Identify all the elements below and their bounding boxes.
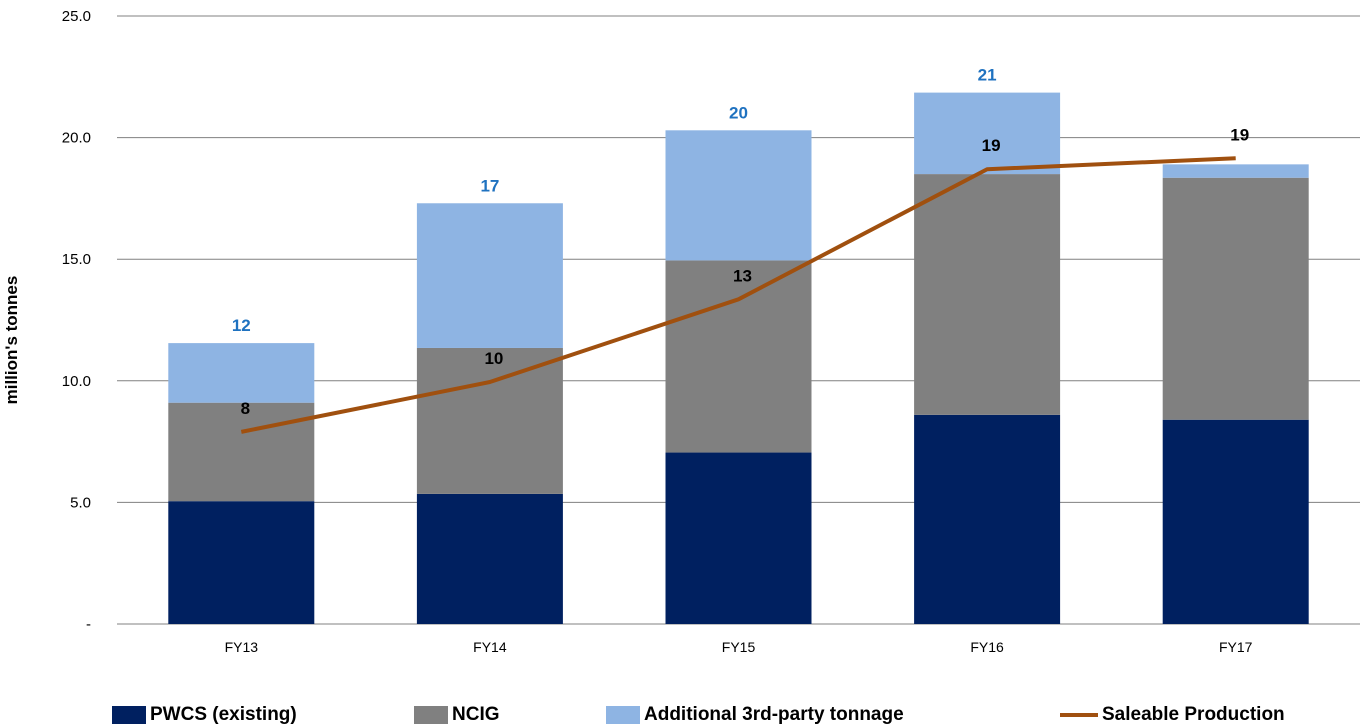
bar-total-label: 17 bbox=[480, 176, 499, 195]
legend-item-pwcs: PWCS (existing) bbox=[112, 703, 297, 727]
bar-segment bbox=[416, 347, 563, 494]
y-tick-label: - bbox=[86, 616, 91, 633]
x-tick-label: FY17 bbox=[1219, 639, 1253, 655]
bar-segment bbox=[1162, 164, 1309, 178]
legend-swatch-pwcs bbox=[112, 706, 146, 724]
bar-segment bbox=[914, 414, 1061, 624]
bar-segment bbox=[665, 130, 812, 261]
bar-segment bbox=[665, 452, 812, 624]
x-tick-label: FY15 bbox=[722, 639, 756, 655]
bar-segment bbox=[665, 260, 812, 453]
legend-label-pwcs: PWCS (existing) bbox=[150, 704, 297, 725]
bar-segment bbox=[914, 174, 1061, 415]
x-tick-label: FY13 bbox=[225, 639, 259, 655]
bar-total-label: 12 bbox=[232, 316, 251, 335]
bar-segment bbox=[914, 92, 1061, 175]
legend-swatch-ncig bbox=[414, 706, 448, 724]
bar-segment bbox=[416, 493, 563, 624]
legend-label-additional: Additional 3rd-party tonnage bbox=[644, 704, 904, 725]
y-tick-label: 15.0 bbox=[62, 251, 91, 268]
bar-segment bbox=[168, 343, 315, 403]
line-data-label: 19 bbox=[1230, 125, 1249, 144]
bar-segment bbox=[168, 402, 315, 502]
legend-item-ncig: NCIG bbox=[414, 703, 500, 727]
line-data-label: 19 bbox=[982, 136, 1001, 155]
y-tick-label: 25.0 bbox=[62, 8, 91, 25]
line-data-label: 10 bbox=[484, 349, 503, 368]
bar-segment bbox=[416, 203, 563, 348]
x-tick-label: FY16 bbox=[970, 639, 1004, 655]
x-tick-label: FY14 bbox=[473, 639, 507, 655]
y-tick-label: 20.0 bbox=[62, 130, 91, 147]
legend-label-ncig: NCIG bbox=[452, 704, 500, 725]
legend-item-additional: Additional 3rd-party tonnage bbox=[606, 703, 904, 727]
legend-swatch-saleable bbox=[1060, 713, 1098, 717]
y-axis-label: million's tonnes bbox=[2, 275, 21, 405]
y-tick-label: 10.0 bbox=[62, 373, 91, 390]
line-data-label: 13 bbox=[733, 266, 752, 285]
legend-item-saleable: Saleable Production bbox=[1060, 703, 1285, 727]
bar-segment bbox=[1162, 419, 1309, 624]
bar-segment bbox=[168, 501, 315, 624]
line-data-label: 8 bbox=[241, 399, 250, 418]
y-tick-label: 5.0 bbox=[70, 494, 91, 511]
bar-total-label: 20 bbox=[729, 103, 748, 122]
bar-total-label: 21 bbox=[978, 66, 997, 85]
legend-label-saleable: Saleable Production bbox=[1102, 704, 1285, 725]
legend-swatch-additional bbox=[606, 706, 640, 724]
chart-plot: - 5.0 10.0 15.0 20.0 25.0 12 FY13 17 FY14 20 FY15 21… bbox=[62, 8, 1360, 655]
bar-segment bbox=[1162, 177, 1309, 420]
legend: PWCS (existing) NCIG Additional 3rd-part… bbox=[0, 703, 1366, 727]
line-series bbox=[240, 156, 1236, 434]
